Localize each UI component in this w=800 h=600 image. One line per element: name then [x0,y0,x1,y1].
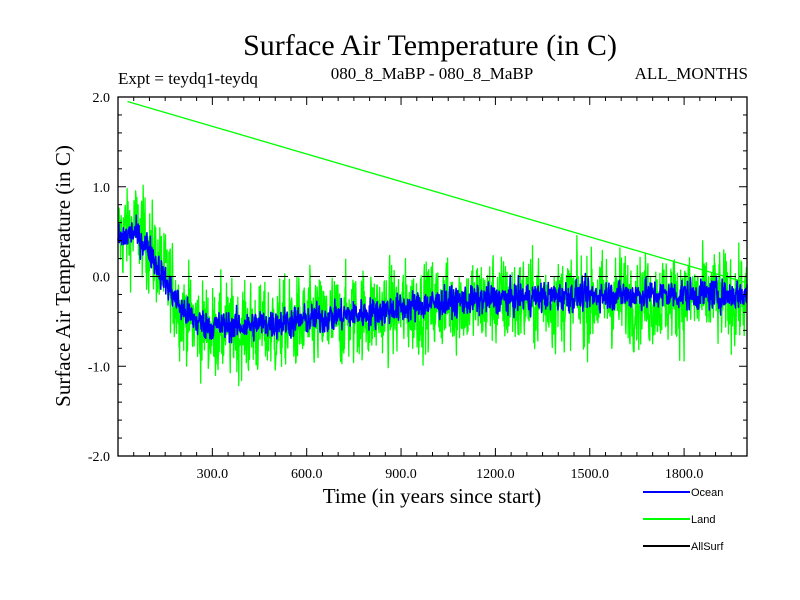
legend-label-land: Land [691,514,715,526]
y-tick-labels: -2.0 -1.0 0.0 1.0 2.0 [88,91,110,465]
plot-series [117,100,748,387]
y-tick-label: 0.0 [93,271,111,286]
x-tick-labels: 300.0 600.0 900.0 1200.0 1500.0 1800.0 [197,467,704,482]
series-line-land [117,100,748,387]
y-tick-label: 2.0 [93,91,111,106]
x-tick-label: 900.0 [385,467,417,482]
legend-label-ocean: Ocean [691,487,723,499]
chart-title: Surface Air Temperature (in C) [243,29,617,62]
x-tick-label: 1500.0 [571,467,610,482]
series-line-ocean [117,214,748,344]
x-tick-label: 1200.0 [476,467,515,482]
legend-label-allsurf: AllSurf [691,541,724,553]
x-axis-label: Time (in years since start) [323,484,542,508]
experiment-label: Expt = teydq1-teydq [118,69,258,88]
y-axis-label: Surface Air Temperature (in C) [51,145,75,407]
y-tick-label: -1.0 [88,360,110,375]
x-tick-label: 1800.0 [665,467,704,482]
y-tick-label: -2.0 [88,450,110,465]
period-label: 080_8_MaBP - 080_8_MaBP [331,64,533,83]
plot-frame [117,96,748,457]
months-label: ALL_MONTHS [635,64,748,83]
legend: Ocean Land AllSurf [643,487,724,553]
y-tick-label: 1.0 [93,181,111,196]
x-tick-label: 600.0 [291,467,323,482]
x-tick-label: 300.0 [197,467,229,482]
